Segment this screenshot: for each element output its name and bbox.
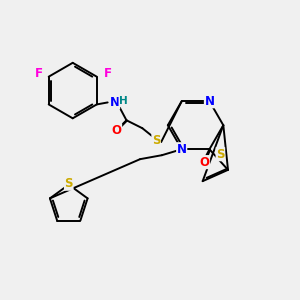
Text: O: O	[200, 156, 209, 169]
Text: S: S	[216, 148, 225, 161]
Text: O: O	[112, 124, 122, 137]
Text: H: H	[119, 97, 128, 106]
Text: F: F	[35, 67, 43, 80]
Text: S: S	[64, 177, 73, 190]
Text: N: N	[110, 96, 120, 109]
Text: F: F	[103, 67, 112, 80]
Text: N: N	[177, 143, 187, 156]
Text: N: N	[204, 95, 214, 108]
Text: S: S	[152, 134, 161, 147]
